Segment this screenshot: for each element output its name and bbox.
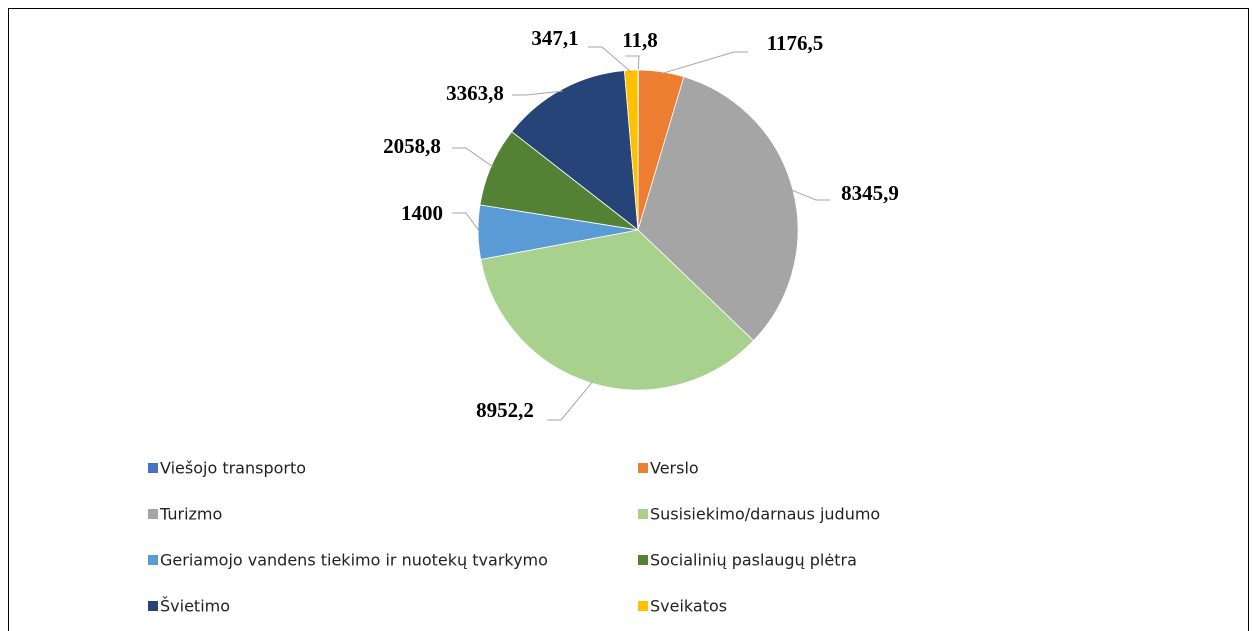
leader-line bbox=[452, 212, 481, 233]
legend-swatch bbox=[638, 601, 648, 611]
data-label: 1176,5 bbox=[767, 31, 824, 55]
legend-label: Sveikatos bbox=[650, 597, 727, 616]
data-label: 8952,2 bbox=[476, 398, 534, 422]
pie-slice bbox=[637, 76, 799, 342]
legend-label: Geriamojo vandens tiekimo ir nuotekų tva… bbox=[160, 551, 548, 570]
legend-label: Susisiekimo/darnaus judumo bbox=[650, 505, 880, 524]
leader-line bbox=[790, 189, 830, 201]
legend-swatch bbox=[148, 509, 158, 519]
data-label: 1400 bbox=[401, 201, 443, 225]
data-label: 11,8 bbox=[622, 28, 658, 52]
leader-line bbox=[547, 381, 594, 421]
data-label: 3363,8 bbox=[446, 81, 504, 105]
legend-label: Viešojo transporto bbox=[160, 459, 306, 478]
legend-swatch bbox=[148, 463, 158, 473]
pie-slice bbox=[623, 69, 639, 231]
legend-label: Turizmo bbox=[159, 505, 222, 524]
legend-swatch bbox=[638, 463, 648, 473]
leader-line bbox=[588, 46, 632, 73]
leader-line bbox=[625, 55, 640, 73]
data-label: 347,1 bbox=[531, 26, 578, 50]
data-label: 8345,9 bbox=[841, 181, 899, 205]
pie-slice bbox=[511, 70, 639, 231]
legend-label: Socialinių paslaugų plėtra bbox=[650, 551, 857, 570]
leader-line bbox=[512, 90, 563, 96]
legend-label: Švietimo bbox=[160, 597, 230, 616]
legend-swatch bbox=[148, 555, 158, 565]
leader-line bbox=[452, 147, 494, 168]
legend-swatch bbox=[638, 509, 648, 519]
legend-label: Verslo bbox=[650, 459, 699, 478]
pie-slice bbox=[480, 229, 755, 391]
leader-line bbox=[660, 51, 748, 75]
legend-swatch bbox=[148, 601, 158, 611]
legend-swatch bbox=[638, 555, 648, 565]
data-label: 2058,8 bbox=[383, 134, 441, 158]
